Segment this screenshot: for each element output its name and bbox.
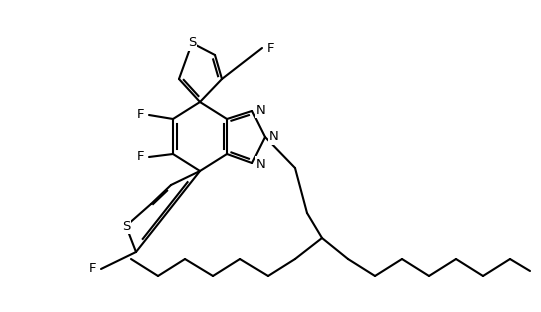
Text: S: S <box>188 37 196 50</box>
Text: F: F <box>89 262 96 275</box>
Text: F: F <box>136 109 144 121</box>
Text: F: F <box>267 41 274 55</box>
Text: S: S <box>122 220 130 232</box>
Text: N: N <box>256 104 266 116</box>
Text: N: N <box>256 158 266 170</box>
Text: N: N <box>269 130 279 144</box>
Text: F: F <box>136 150 144 163</box>
